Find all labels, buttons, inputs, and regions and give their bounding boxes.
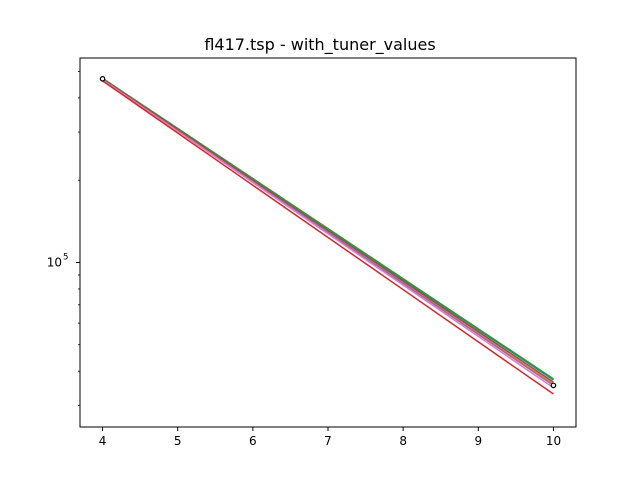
x-tick-label-9: 9 [474,434,482,448]
y-axis: 10 5 [47,71,80,406]
x-tick-label-5: 5 [174,434,182,448]
y-tick-exponent-1: 5 [63,252,68,262]
data-marker-2 [550,382,557,389]
x-tick-label-6: 6 [249,434,257,448]
x-tick-label-4: 4 [99,434,107,448]
series-line-6 [102,79,554,389]
series-line-3 [102,77,554,380]
y-tick-label-1: 10 [47,255,62,269]
marker-layer [99,75,557,389]
x-axis: 4 5 6 7 8 9 10 [99,427,561,448]
series-line-7 [102,80,554,395]
x-tick-label-10: 10 [546,434,561,448]
chart-title: fl417.tsp - with_tuner_values [204,35,435,55]
x-tick-label-7: 7 [324,434,332,448]
series-line-5 [102,78,554,383]
series-layer [102,77,554,395]
x-tick-label-8: 8 [399,434,407,448]
data-marker-1 [99,75,106,82]
